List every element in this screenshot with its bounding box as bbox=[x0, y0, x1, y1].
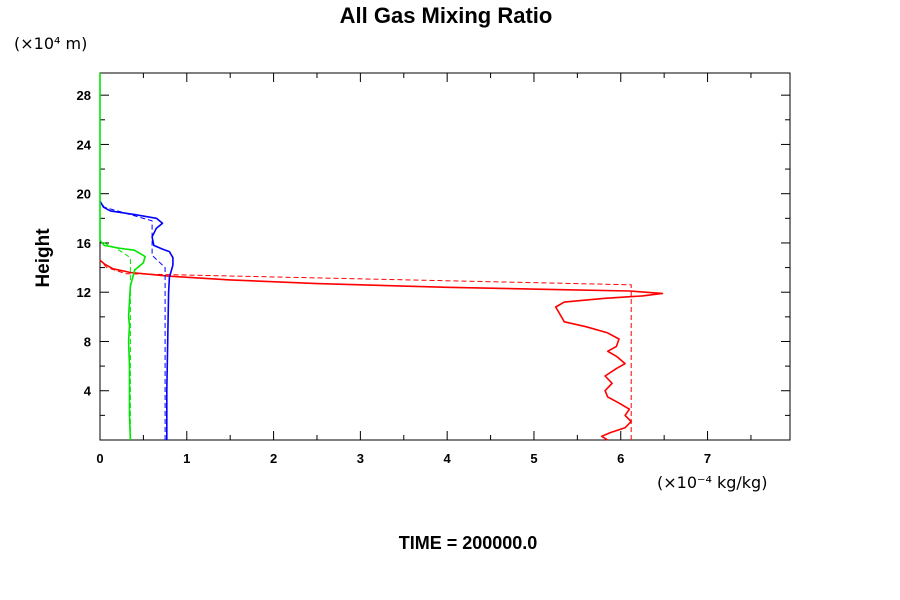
time-label: TIME = 200000.0 bbox=[399, 533, 538, 553]
x-tick-label: 0 bbox=[96, 451, 103, 466]
series-line-5 bbox=[99, 73, 146, 441]
chart-title: All Gas Mixing Ratio bbox=[340, 3, 553, 28]
y-tick-label: 4 bbox=[84, 384, 92, 399]
x-tick-labels: 0 1 2 3 4 5 6 7 bbox=[96, 451, 711, 466]
x-tick-label: 3 bbox=[357, 451, 364, 466]
x-tick-label: 1 bbox=[183, 451, 190, 466]
series-line-2 bbox=[99, 259, 632, 440]
x-tick-label: 5 bbox=[530, 451, 537, 466]
y-tick-label: 12 bbox=[77, 285, 91, 300]
x-tick-label: 4 bbox=[444, 451, 452, 466]
y-tick-label: 16 bbox=[77, 236, 91, 251]
x-tick-label: 2 bbox=[270, 451, 277, 466]
series-line-6 bbox=[99, 240, 131, 440]
series-line-1 bbox=[99, 259, 664, 441]
y-unit-label: (×10⁴ m) bbox=[14, 34, 87, 53]
y-tick-label: 28 bbox=[77, 88, 91, 103]
y-axis-label: Height bbox=[33, 228, 54, 288]
y-tick-labels: 4 8 12 16 20 24 28 bbox=[77, 88, 92, 399]
series-line-4 bbox=[99, 200, 166, 440]
series-layer bbox=[99, 73, 664, 441]
plot-frame bbox=[99, 72, 791, 441]
x-unit-label: (×10⁻⁴ kg/kg) bbox=[657, 473, 767, 492]
y-tick-label: 20 bbox=[77, 187, 91, 202]
x-tick-label: 6 bbox=[617, 451, 624, 466]
y-tick-label: 8 bbox=[84, 334, 91, 349]
x-tick-label: 7 bbox=[704, 451, 711, 466]
series-line-3 bbox=[99, 200, 174, 440]
axis-ticks bbox=[99, 73, 790, 440]
y-tick-label: 24 bbox=[77, 137, 92, 152]
